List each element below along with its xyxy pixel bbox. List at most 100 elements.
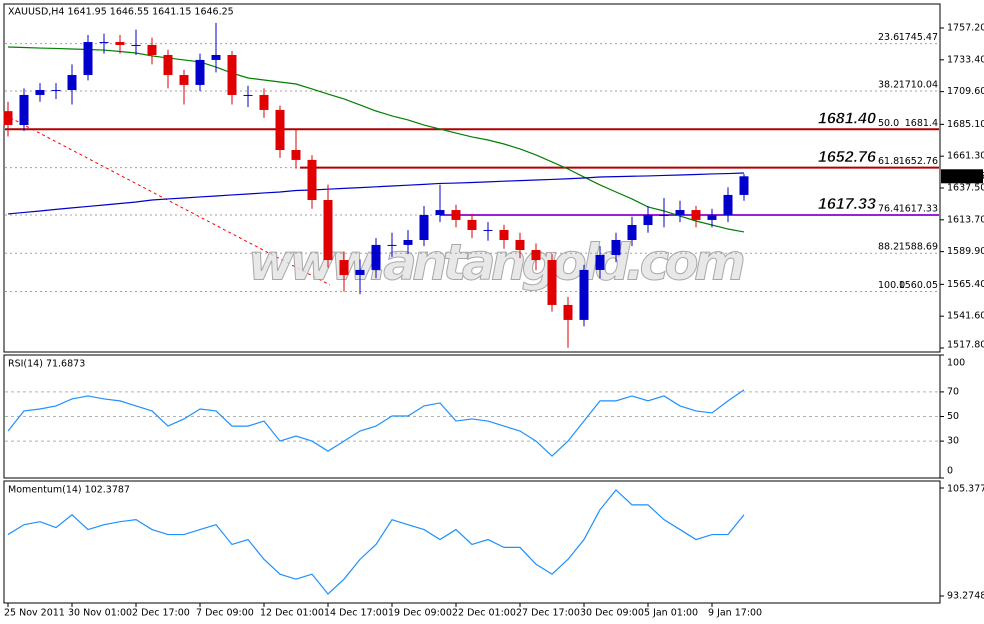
y-tick-label: 1685.10	[947, 119, 984, 130]
y-tick-label: 70	[947, 386, 959, 397]
fib-price: 1710.04	[899, 80, 938, 91]
indicator-title: Momentum(14) 102.3787	[8, 485, 130, 496]
y-tick-label: 1661.30	[947, 151, 984, 162]
candle-body	[3, 111, 13, 126]
fib-ratio: 61.8	[878, 156, 899, 167]
fib-ratio: 76.4	[878, 203, 899, 214]
candle-body	[195, 59, 205, 85]
candle-body	[739, 176, 749, 195]
indicator-line	[7, 389, 745, 457]
candle-body	[387, 244, 397, 246]
moving-average	[7, 46, 745, 233]
candle-body	[515, 239, 525, 251]
candle-body	[163, 54, 173, 76]
level-label: 1617.33	[818, 196, 876, 213]
candle-body	[403, 239, 413, 245]
momentum-panel	[3, 480, 941, 604]
y-tick-label: 93.2748	[947, 591, 984, 602]
x-tick-label: 7 Dec 09:00	[196, 608, 254, 619]
candle-body	[307, 159, 317, 201]
fib-ratio: 88.2	[878, 242, 899, 253]
candle-body	[691, 210, 701, 220]
candle-body	[67, 75, 77, 91]
fib-price: 1652.76	[899, 156, 938, 167]
candle-body	[723, 194, 733, 215]
fib-ratio: 23.6	[878, 32, 899, 43]
x-tick-label: 12 Dec 01:00	[260, 608, 324, 619]
level-label: 1652.76	[818, 149, 876, 166]
y-tick-label: 0	[947, 466, 953, 477]
candle-body	[627, 225, 637, 240]
x-tick-label: 5 Jan 01:00	[644, 608, 698, 619]
candle-body	[83, 42, 93, 76]
candle-body	[259, 94, 269, 110]
fib-ratio: 100.0	[878, 280, 905, 291]
candle-body	[115, 42, 125, 45]
x-tick-label: 30 Dec 09:00	[580, 608, 644, 619]
candle-body	[179, 75, 189, 85]
y-tick-label: 1589.90	[947, 246, 984, 257]
fib-price: 1617.33	[899, 203, 938, 214]
candle-body	[675, 210, 685, 215]
level-label: 1681.40	[818, 111, 876, 128]
candle-body	[547, 260, 557, 305]
candle-body	[35, 90, 45, 95]
current-price-label: 1646.25	[946, 171, 984, 182]
candle-body	[355, 269, 365, 276]
candle-body	[147, 44, 157, 55]
fib-price: 1588.69	[899, 242, 938, 253]
fib-price: 1745.47	[899, 32, 938, 43]
candle-body	[243, 94, 253, 96]
candle-body	[595, 254, 605, 270]
x-tick-label: 14 Dec 17:00	[324, 608, 388, 619]
x-tick-label: 19 Dec 09:00	[388, 608, 452, 619]
current-price-box	[941, 169, 983, 184]
candle-body	[275, 109, 285, 151]
main-panel	[3, 3, 941, 353]
candle-body	[227, 54, 237, 95]
candle-body	[451, 210, 461, 220]
candle-body	[659, 214, 669, 216]
watermark: www.antangold.com	[248, 234, 746, 292]
candle-body	[51, 90, 61, 92]
x-tick-label: 2 Dec 17:00	[132, 608, 190, 619]
candle-body	[643, 214, 653, 226]
y-tick-label: 1709.60	[947, 86, 984, 97]
y-tick-label: 105.3776	[947, 484, 984, 495]
fib-price: 1681.4	[905, 118, 938, 129]
moving-average	[7, 172, 745, 215]
y-tick-label: 1757.20	[947, 22, 984, 33]
candle-body	[339, 260, 349, 276]
x-tick-label: 9 Jan 17:00	[708, 608, 762, 619]
y-tick-label: 1565.40	[947, 279, 984, 290]
candle-body	[611, 239, 621, 255]
fib-ratio: 38.2	[878, 80, 899, 91]
y-tick-label: 1733.40	[947, 54, 984, 65]
candle-body	[499, 229, 509, 240]
y-tick-label: 1613.70	[947, 214, 984, 225]
indicator-title: RSI(14) 71.6873	[8, 359, 85, 370]
x-tick-label: 22 Dec 01:00	[452, 608, 516, 619]
y-tick-label: 50	[947, 411, 959, 422]
candle-body	[371, 244, 381, 270]
candle-body	[563, 304, 573, 320]
y-tick-label: 100	[947, 358, 965, 369]
candle-body	[531, 250, 541, 261]
candle-body	[707, 214, 717, 220]
candle-body	[467, 219, 477, 230]
candle-body	[211, 54, 221, 60]
candle-body	[99, 42, 109, 44]
candle-body	[131, 44, 141, 46]
candle-body	[19, 94, 29, 126]
fib-ratio: 50.0	[878, 118, 899, 129]
fib-price: 1560.05	[899, 280, 938, 291]
y-tick-label: 1637.50	[947, 182, 984, 193]
y-tick-label: 30	[947, 436, 959, 447]
trend-line	[4, 114, 331, 286]
candle-body	[323, 200, 333, 261]
chart-header: XAUUSD,H4 1641.95 1646.55 1641.15 1646.2…	[8, 7, 234, 18]
candle-body	[435, 210, 445, 215]
y-tick-label: 1541.60	[947, 311, 984, 322]
